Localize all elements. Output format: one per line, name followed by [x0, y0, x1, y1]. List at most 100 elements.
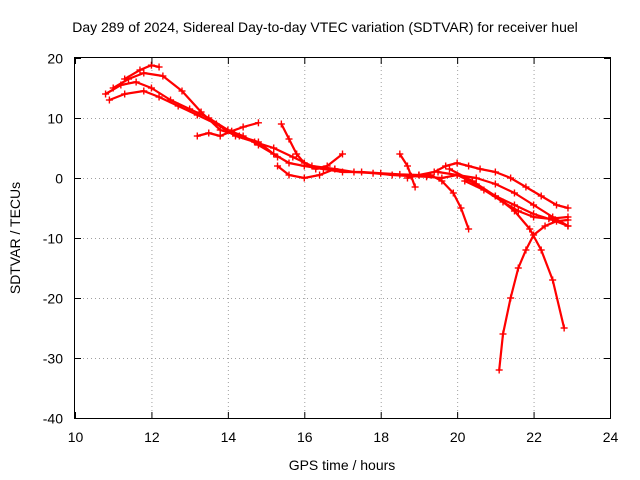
data-point: [159, 72, 167, 80]
x-tick-label: 20: [450, 429, 466, 445]
data-point: [553, 217, 560, 225]
data-point: [510, 207, 518, 215]
x-tick-label: 18: [373, 429, 389, 445]
data-point: [545, 215, 553, 223]
series-line: [112, 71, 279, 159]
data-point: [312, 165, 320, 173]
data-point: [285, 171, 293, 179]
data-point: [323, 162, 331, 170]
data-point: [491, 192, 499, 200]
data-point: [537, 192, 545, 200]
y-tick-label: -10: [43, 231, 63, 247]
data-point: [541, 222, 549, 230]
y-tick-label: 20: [47, 51, 63, 67]
x-axis-label: GPS time / hours: [289, 457, 396, 473]
data-point: [564, 204, 572, 212]
data-point: [105, 96, 113, 104]
y-tick-label: -30: [43, 351, 63, 367]
series-line: [448, 167, 566, 330]
data-point: [270, 144, 278, 152]
data-point: [197, 108, 205, 116]
data-point: [507, 174, 515, 182]
x-tick-label: 12: [144, 429, 160, 445]
data-point: [300, 159, 308, 167]
y-tick-label: 0: [55, 171, 63, 187]
data-point: [491, 168, 499, 176]
data-point: [239, 123, 247, 131]
data-point: [491, 180, 499, 188]
data-point: [507, 294, 515, 302]
series-track-8: [396, 150, 419, 191]
data-point: [121, 90, 129, 98]
data-point: [514, 264, 522, 272]
data-point: [446, 165, 453, 173]
series-track-12: [446, 165, 568, 332]
plot-frame: [74, 57, 611, 419]
data-point: [434, 168, 442, 176]
series-layer: [102, 61, 572, 374]
data-point: [193, 132, 201, 140]
y-tick-label: -20: [43, 291, 63, 307]
data-point: [155, 93, 163, 101]
data-point: [415, 171, 423, 179]
data-point: [254, 138, 262, 146]
data-point: [442, 162, 450, 170]
series-track-2: [105, 87, 572, 230]
x-tick-labels: 10 12 14 16 18 20 22 24: [68, 429, 619, 445]
data-point: [121, 75, 129, 83]
data-point: [285, 159, 293, 167]
data-point: [537, 246, 545, 254]
data-point: [216, 126, 224, 134]
series-line: [123, 64, 161, 81]
y-axis-label: SDTVAR / TECUs: [7, 182, 23, 294]
data-point: [178, 87, 186, 95]
data-point: [530, 231, 538, 239]
y-tick-label: 10: [47, 111, 63, 127]
data-point: [369, 169, 377, 177]
data-point: [564, 222, 572, 230]
data-point: [109, 84, 117, 92]
data-point: [316, 171, 324, 179]
data-point: [453, 159, 461, 167]
data-point: [465, 162, 473, 170]
data-point: [132, 78, 140, 86]
series-line: [108, 89, 570, 228]
data-point: [300, 174, 308, 182]
data-point: [140, 87, 148, 95]
data-point: [102, 90, 110, 98]
data-point: [388, 171, 396, 179]
data-point: [205, 129, 213, 137]
x-tick-label: 14: [221, 429, 237, 445]
series-line: [398, 152, 417, 189]
data-point: [468, 177, 476, 185]
data-point: [277, 120, 285, 128]
data-point: [457, 204, 465, 212]
data-point: [274, 153, 282, 161]
data-point: [465, 225, 473, 233]
data-point: [522, 183, 530, 191]
data-point: [403, 174, 411, 182]
data-point: [339, 150, 346, 158]
data-point: [289, 153, 297, 161]
data-point: [228, 127, 236, 135]
axis-ticks: [75, 58, 611, 419]
data-point: [350, 168, 358, 176]
data-point: [426, 171, 434, 179]
data-point: [530, 201, 538, 209]
data-point: [549, 276, 557, 284]
data-point: [285, 135, 293, 143]
data-point: [472, 174, 480, 182]
data-point: [510, 189, 518, 197]
data-point: [140, 69, 148, 77]
data-point: [216, 132, 224, 140]
x-tick-label: 22: [526, 429, 542, 445]
data-point: [461, 177, 469, 185]
x-tick-label: 24: [603, 429, 619, 445]
data-point: [530, 213, 538, 221]
series-line: [406, 173, 470, 231]
data-point: [411, 183, 419, 191]
data-point: [396, 150, 404, 158]
y-tick-labels: -40 -30 -20 -10 0 10 20: [43, 51, 63, 427]
chart-title: Day 289 of 2024, Sidereal Day-to-day VTE…: [72, 19, 578, 35]
